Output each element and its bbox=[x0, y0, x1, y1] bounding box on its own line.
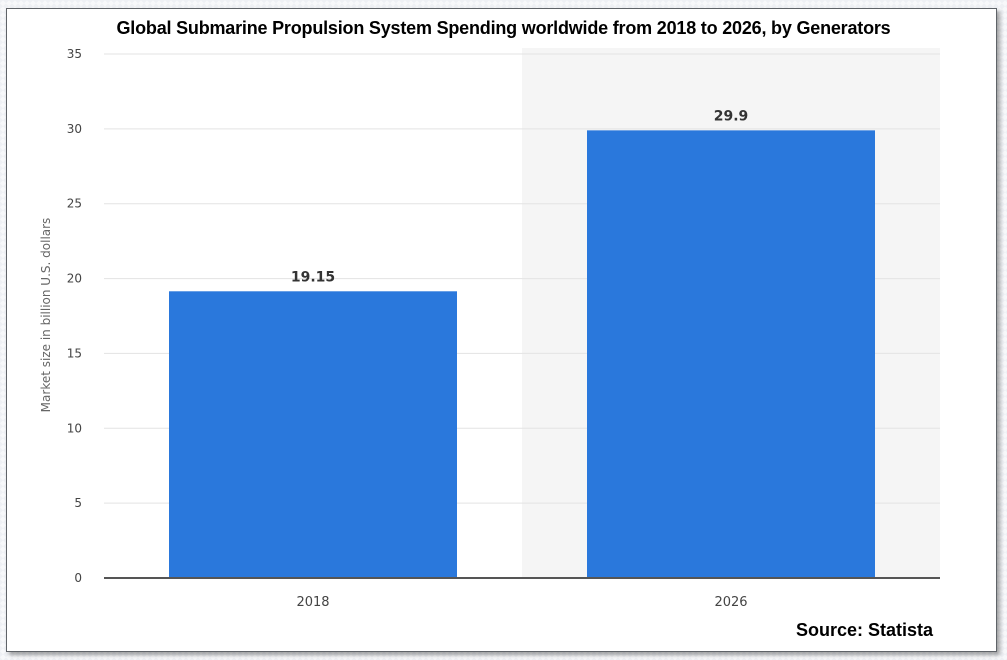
bars bbox=[169, 130, 875, 578]
x-axis: 2018 2026 bbox=[104, 577, 940, 610]
y-axis-title: Market size in billion U.S. dollars bbox=[39, 218, 53, 413]
y-tick-label: 5 bbox=[74, 496, 82, 510]
bar-2026 bbox=[587, 130, 875, 578]
x-tick-label: 2026 bbox=[714, 595, 747, 610]
chart-title: Global Submarine Propulsion System Spend… bbox=[116, 18, 891, 38]
data-labels: 19.15 29.9 bbox=[291, 108, 748, 285]
y-axis: 0 5 10 15 20 25 30 35 bbox=[67, 47, 82, 585]
y-tick-label: 0 bbox=[74, 571, 82, 585]
y-tick-label: 15 bbox=[67, 346, 82, 360]
y-tick-label: 10 bbox=[67, 421, 82, 435]
x-tick-label: 2018 bbox=[296, 595, 329, 610]
bar-2018 bbox=[169, 291, 457, 578]
y-tick-label: 35 bbox=[67, 47, 82, 61]
data-label: 19.15 bbox=[291, 269, 335, 285]
data-label: 29.9 bbox=[714, 108, 749, 124]
source-note: Source: Statista bbox=[795, 620, 933, 640]
y-tick-label: 25 bbox=[67, 197, 82, 211]
y-tick-label: 20 bbox=[67, 272, 82, 286]
y-tick-label: 30 bbox=[67, 122, 82, 136]
